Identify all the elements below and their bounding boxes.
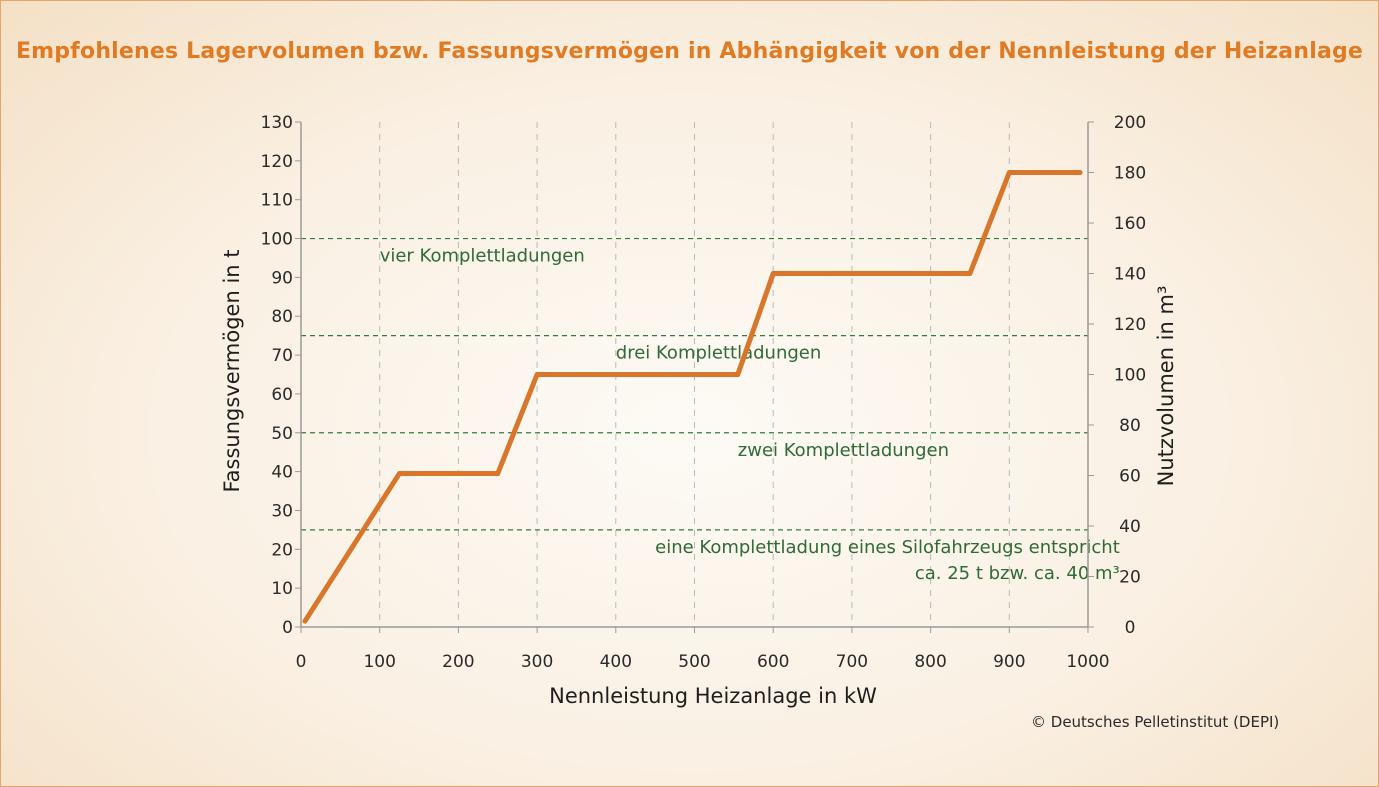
y-tick-label-100: 100	[261, 230, 293, 250]
y-tick-label-40: 40	[271, 463, 293, 483]
y2-tick-label-100: 100	[1114, 366, 1146, 386]
reference-label-25: eine Komplettladung eines Silofahrzeugs …	[655, 537, 1120, 558]
y-tick-label-70: 70	[271, 346, 293, 366]
x-axis-title: Nennleistung Heizanlage in kW	[549, 684, 877, 708]
x-tick-label-900: 900	[993, 652, 1025, 672]
y2-tick-label-80: 80	[1119, 416, 1141, 436]
reference-label-75: drei Komplettladungen	[616, 343, 821, 364]
series-group	[302, 170, 1083, 624]
y-tick-label-80: 80	[271, 307, 293, 327]
y-tick-label-50: 50	[271, 424, 293, 444]
y2-tick-label-160: 160	[1114, 214, 1146, 234]
x-tick-label-400: 400	[600, 652, 632, 672]
y-tick-label-110: 110	[261, 191, 293, 211]
x-axis-ticks: 0 100 200 300 400 500 600 700 800 900 1000	[296, 627, 1110, 672]
y2-tick-label-200: 200	[1114, 113, 1146, 133]
reference-lines: eine Komplettladung eines Silofahrzeugs …	[301, 237, 1120, 584]
y2-tick-label-140: 140	[1114, 265, 1146, 285]
y-tick-label-60: 60	[271, 385, 293, 405]
reference-sublabel-25: ca. 25 t bzw. ca. 40 m³	[915, 563, 1120, 584]
y2-axis-ticks: 0 20 40 60 80 100 120 140 160 180 200	[1088, 113, 1146, 638]
y-tick-label-30: 30	[271, 501, 293, 521]
y2-tick-label-60: 60	[1119, 467, 1141, 487]
y2-tick-label-180: 180	[1114, 164, 1146, 184]
x-tick-label-300: 300	[521, 652, 553, 672]
y2-tick-label-20: 20	[1119, 568, 1141, 588]
y-tick-label-90: 90	[271, 268, 293, 288]
reference-label-50: zwei Komplettladungen	[738, 440, 949, 461]
chart-title: Empfohlenes Lagervolumen bzw. Fassungsve…	[15, 39, 1364, 64]
y-tick-label-130: 130	[261, 113, 293, 133]
reference-label-100: vier Komplettladungen	[380, 246, 585, 267]
x-tick-label-0: 0	[296, 652, 307, 672]
series-line-0	[302, 170, 1083, 624]
y-tick-label-20: 20	[271, 540, 293, 560]
x-tick-label-600: 600	[757, 652, 789, 672]
x-tick-label-700: 700	[836, 652, 868, 672]
x-tick-label-500: 500	[678, 652, 710, 672]
y2-axis-title: Nutzvolumen in m³	[1154, 286, 1178, 487]
y2-tick-label-120: 120	[1114, 315, 1146, 335]
x-tick-label-1000: 1000	[1066, 652, 1109, 672]
y2-tick-label-0: 0	[1125, 618, 1136, 638]
y-axis-ticks: 0 10 20 30 40 50 60 70 80 90 100 110 120 130	[261, 113, 301, 638]
y2-tick-label-40: 40	[1119, 517, 1141, 537]
copyright-credit: © Deutsches Pelletinstitut (DEPI)	[1031, 713, 1280, 731]
x-tick-label-200: 200	[442, 652, 474, 672]
y-tick-label-0: 0	[282, 618, 293, 638]
x-tick-label-800: 800	[914, 652, 946, 672]
x-tick-label-100: 100	[363, 652, 395, 672]
y-tick-label-10: 10	[271, 579, 293, 599]
y-tick-label-120: 120	[261, 152, 293, 172]
y-axis-title: Fassungsvermögen in t	[220, 250, 244, 493]
